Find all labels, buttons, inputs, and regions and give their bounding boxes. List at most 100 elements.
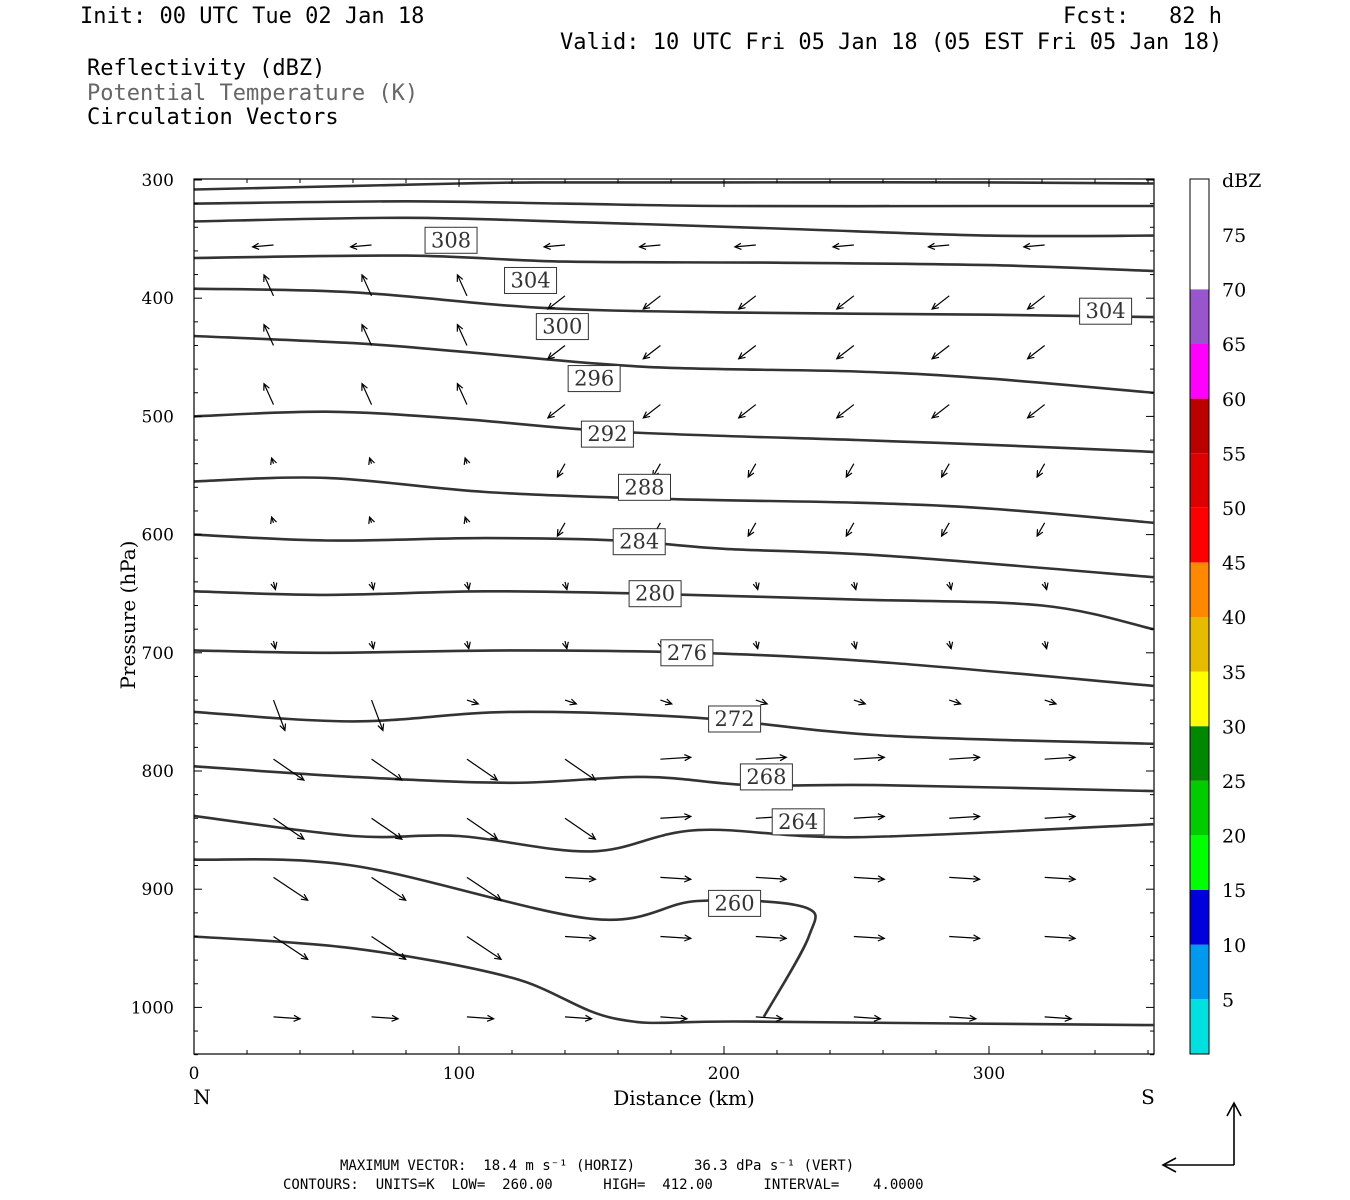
vector-arrowhead [664, 698, 674, 706]
vector-arrowhead [561, 641, 569, 650]
vector-arrowhead [775, 1014, 784, 1022]
colorbar-segment [1190, 671, 1209, 727]
contour-label-box [1079, 297, 1133, 325]
vector-arrowhead [835, 302, 844, 310]
vector-arrowhead [263, 273, 270, 282]
circulation-vector [642, 295, 661, 310]
vector-arrowhead [927, 242, 936, 250]
vector-arrowhead [279, 723, 287, 732]
vector-arrowhead [270, 456, 277, 465]
circulation-vector [564, 935, 596, 939]
contour-label: 292 [587, 422, 627, 446]
vector-arrowhead [1036, 469, 1044, 479]
colorbar-segment [1190, 507, 1209, 563]
circulation-vector [252, 244, 274, 248]
vector-arrowhead [845, 469, 853, 479]
contour-label: 260 [715, 891, 755, 915]
vector-arrowhead [300, 952, 309, 961]
colorbar-level-label: 20 [1222, 826, 1246, 848]
circulation-vector [371, 817, 403, 840]
circulation-vector [361, 383, 373, 405]
contour-note: CONTOURS: UNITS=K LOW= 260.00 HIGH= 412.… [283, 1177, 924, 1193]
vector-arrowhead [494, 952, 503, 961]
circulation-vector [660, 815, 691, 819]
vector-arrowhead [733, 242, 742, 250]
circulation-vector [845, 463, 855, 478]
circulation-vector [1044, 815, 1076, 819]
x-tick-label: 300 [973, 1064, 1005, 1084]
colorbar-level-label: 60 [1222, 389, 1246, 411]
vector-arrowhead [293, 1014, 302, 1022]
contour-label: 280 [635, 582, 675, 606]
vector-arrowhead [969, 1014, 978, 1022]
vector-arrowhead [263, 382, 270, 391]
theta-contour-line [193, 710, 1154, 746]
vector-arrowhead [850, 582, 858, 591]
vector-arrowhead [972, 754, 981, 762]
circulation-vector [1044, 876, 1076, 880]
vector-arrowhead [270, 582, 278, 591]
circulation-vector [1044, 756, 1076, 760]
circulation-vector [371, 935, 407, 960]
circulation-vector [1027, 404, 1046, 419]
vector-arrowhead [463, 456, 471, 465]
circulation-vector [660, 756, 691, 760]
colorbar: 5 10 15 20 25 30 35 40 45 50 55 60 65 70 75 dBZ [1189, 170, 1261, 1055]
colorbar-segment [1190, 780, 1209, 836]
circulation-vector [738, 404, 757, 419]
circulation-vector [853, 1016, 881, 1020]
contour-label-box [708, 705, 762, 733]
vector-arrowhead [953, 698, 962, 706]
circulation-vector [941, 463, 950, 478]
colorbar-level-label: 30 [1222, 716, 1246, 738]
vector-arrowhead [1068, 875, 1077, 883]
colorbar-segment [1190, 890, 1209, 945]
vector-arrowhead [684, 934, 693, 942]
vector-arrowhead [877, 754, 886, 762]
vector-arrowhead [1041, 582, 1049, 591]
vector-arrowhead [394, 832, 404, 840]
contour-label-box [708, 889, 762, 917]
vector-arrowhead [456, 382, 464, 391]
y-tick-label: 300 [142, 171, 174, 191]
theta-contour-line [193, 649, 1154, 688]
circulation-vector [547, 345, 566, 360]
circulation-vector [1044, 935, 1076, 939]
vector-arrowhead [747, 529, 755, 538]
vector-arrowhead [398, 893, 407, 901]
circulation-vector [361, 274, 373, 297]
vector-arrowhead [456, 323, 464, 332]
vector-arrowhead [835, 352, 844, 360]
vector-arrowhead [752, 582, 760, 591]
circulation-vector [1027, 295, 1046, 310]
vector-arrowhead [642, 411, 651, 419]
circulation-vector [949, 815, 980, 819]
circulation-vector [263, 274, 275, 297]
forecast-hour: Fcst: 82 h [1063, 4, 1222, 29]
contour-label: 288 [624, 475, 664, 499]
vector-arrowhead [877, 875, 886, 883]
contour-label: 276 [667, 641, 707, 665]
vector-arrowhead [779, 934, 788, 942]
theta-contour-line [193, 287, 1154, 319]
theta-contour-line [193, 254, 1154, 273]
y-tick-label: 1000 [131, 998, 174, 1018]
circulation-vector [660, 876, 691, 880]
vector-arrowhead [556, 529, 564, 538]
colorbar-level-label: 25 [1222, 771, 1246, 793]
circulation-vector [361, 324, 373, 346]
vector-arrowhead [296, 832, 306, 840]
circulation-vector [1044, 1016, 1072, 1020]
circulation-vector [660, 699, 672, 705]
contour-label: 268 [746, 765, 786, 789]
vector-arrowhead [930, 352, 940, 360]
vector-arrowhead [490, 773, 499, 781]
theta-contour-line [193, 181, 1154, 191]
vector-arrowhead [463, 515, 471, 525]
vector-arrowhead [1041, 641, 1049, 650]
vector-arrowhead [391, 1014, 400, 1022]
vector-arrowhead [456, 273, 464, 282]
vector-arrowhead [1064, 1014, 1073, 1022]
vector-arrowhead [737, 302, 746, 310]
circulation-vector [273, 758, 305, 781]
